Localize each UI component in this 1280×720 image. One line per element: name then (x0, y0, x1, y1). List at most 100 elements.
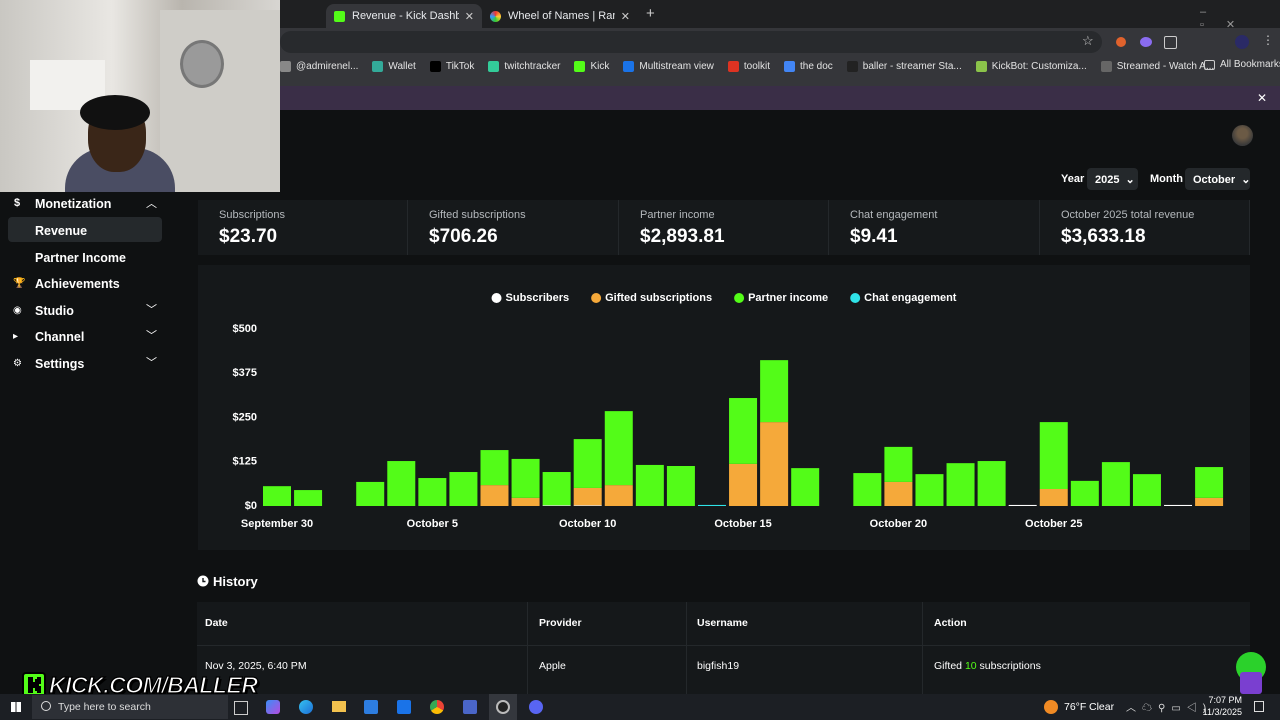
sidebar-subitem[interactable]: Partner Income (35, 251, 127, 265)
bookmark-label: Kick (590, 60, 610, 72)
app-icon[interactable] (397, 700, 411, 714)
tray-icons[interactable]: ︿☁⚲▭◁) (1126, 703, 1213, 714)
avatar[interactable] (1232, 125, 1253, 146)
chevron-down[interactable]: ﹀ (146, 357, 157, 370)
stream-overlay: KICK.COM/BALLER (22, 670, 259, 700)
app-icon[interactable] (332, 701, 346, 712)
bookmark[interactable]: Wallet (372, 59, 416, 73)
start-button[interactable] (11, 702, 21, 712)
chevron-down[interactable]: ﹀ (146, 303, 157, 316)
app-icon[interactable] (299, 700, 313, 714)
stat-label: Gifted subscriptions (429, 209, 526, 221)
bar (760, 422, 789, 506)
bookmark[interactable]: @admirenel... (280, 59, 358, 73)
tab-close[interactable]: ✕ (620, 10, 630, 23)
address-bar[interactable] (280, 31, 1102, 53)
all-bookmarks-label: All Bookmarks (1220, 59, 1280, 70)
bar (946, 463, 975, 506)
all-bookmarks[interactable]: All Bookmarks (1204, 59, 1280, 70)
app-icon[interactable] (463, 700, 477, 714)
month-select[interactable]: October ⌄ (1185, 168, 1250, 190)
webcam-overlay (0, 0, 280, 192)
stat-card: October 2025 total revenue $3,633.18 (1040, 200, 1250, 255)
task-view[interactable] (234, 701, 248, 715)
bookmark-icon (372, 60, 384, 72)
sidebar-item[interactable]: Channel (35, 330, 85, 345)
sidebar-subitem[interactable]: Revenue (35, 224, 88, 238)
bookmark[interactable]: KickBot: Customiza... (975, 59, 1087, 73)
menu-icon[interactable]: ⋮ (1262, 33, 1274, 47)
x-tick-label: October 25 (1025, 518, 1082, 530)
stat-value: $3,633.18 (1061, 226, 1146, 247)
year-select[interactable]: 2025 ⌄ (1087, 168, 1138, 190)
clock-time: 7:07 PM (1208, 695, 1242, 705)
app-icon[interactable] (364, 700, 378, 714)
bookmark[interactable]: TikTok (429, 59, 474, 73)
sidebar-item[interactable]: Studio (35, 303, 74, 318)
chevron-up[interactable]: ︿ (146, 198, 157, 210)
x-tick-label: October 5 (407, 518, 458, 530)
legend-swatch (491, 293, 502, 303)
tab-title: Wheel of Names | Random nam (508, 10, 615, 22)
bookmark[interactable]: Multistream view (623, 59, 714, 73)
bar (573, 505, 602, 506)
bar (356, 481, 385, 506)
app-icon[interactable] (496, 700, 510, 714)
chevron-down[interactable]: ﹀ (146, 330, 157, 343)
bar (573, 439, 602, 488)
webcam-mirror (180, 40, 224, 88)
webcam-hair (80, 95, 150, 130)
row-divider (197, 645, 1250, 646)
search-box[interactable]: Type here to search (32, 695, 228, 719)
profile-icon[interactable] (1235, 35, 1249, 49)
chart-panel: $0 $125 $250 $375 $500 September 30 October 5 O… (198, 265, 1250, 550)
weather: Clear (1089, 701, 1115, 713)
sidebar: $ Monetization ︿ Revenue Partner Income 🏆 A… (0, 192, 180, 692)
col-divider (686, 602, 687, 694)
app-icon[interactable] (430, 700, 444, 714)
stat-value: $9.41 (850, 226, 898, 247)
legend-label: Chat engagement (864, 292, 957, 304)
app-icon[interactable] (529, 700, 543, 714)
banner-close[interactable]: ✕ (1257, 91, 1268, 105)
search-icon (41, 701, 51, 711)
bar (1164, 504, 1193, 506)
bookmark[interactable]: Streamed - Watch A... (1100, 59, 1214, 73)
bookmark-icon (975, 60, 987, 72)
bookmark[interactable]: the doc (783, 59, 833, 73)
legend-label: Gifted subscriptions (605, 292, 712, 304)
extension-icon[interactable] (1140, 37, 1152, 47)
bar (604, 411, 633, 486)
bar (635, 464, 664, 506)
bookmark-icon (623, 60, 635, 72)
bookmark[interactable]: twitchtracker (488, 59, 560, 73)
notifications[interactable] (1254, 701, 1264, 712)
stat-label: Chat engagement (850, 209, 938, 221)
legend-swatch (591, 293, 602, 303)
legend-label: Partner income (748, 292, 828, 304)
tab-close[interactable]: ✕ (464, 10, 474, 23)
month-label: Month (1150, 173, 1183, 185)
app-icon[interactable] (266, 700, 280, 714)
tab[interactable]: Wheel of Names | Random nam ✕ (482, 4, 638, 28)
extensions-icon[interactable] (1164, 36, 1177, 49)
bookmark[interactable]: toolkit (727, 59, 770, 73)
extension-icon[interactable] (1116, 37, 1126, 47)
bookmark[interactable]: baller - streamer Sta... (846, 59, 962, 73)
new-tab[interactable]: + (646, 5, 655, 22)
stat-value: $23.70 (219, 226, 278, 247)
sidebar-section[interactable]: Monetization (35, 197, 112, 211)
table-cell: Nov 3, 2025, 6:40 PM (205, 660, 307, 672)
bookmark[interactable]: Kick (574, 59, 609, 73)
sidebar-item[interactable]: Settings (35, 357, 85, 372)
star-icon[interactable]: ☆ (1082, 33, 1094, 48)
bar (294, 490, 323, 506)
bar (387, 461, 416, 506)
tab-active[interactable]: Revenue - Kick Dashboard ✕ (326, 4, 482, 28)
bookmark-icon (280, 60, 291, 72)
stat-card: Partner income $2,893.81 (619, 200, 829, 255)
sidebar-item[interactable]: Achievements (35, 277, 120, 291)
bookmark-label: Wallet (388, 60, 416, 72)
action-count: 10 (964, 660, 977, 672)
